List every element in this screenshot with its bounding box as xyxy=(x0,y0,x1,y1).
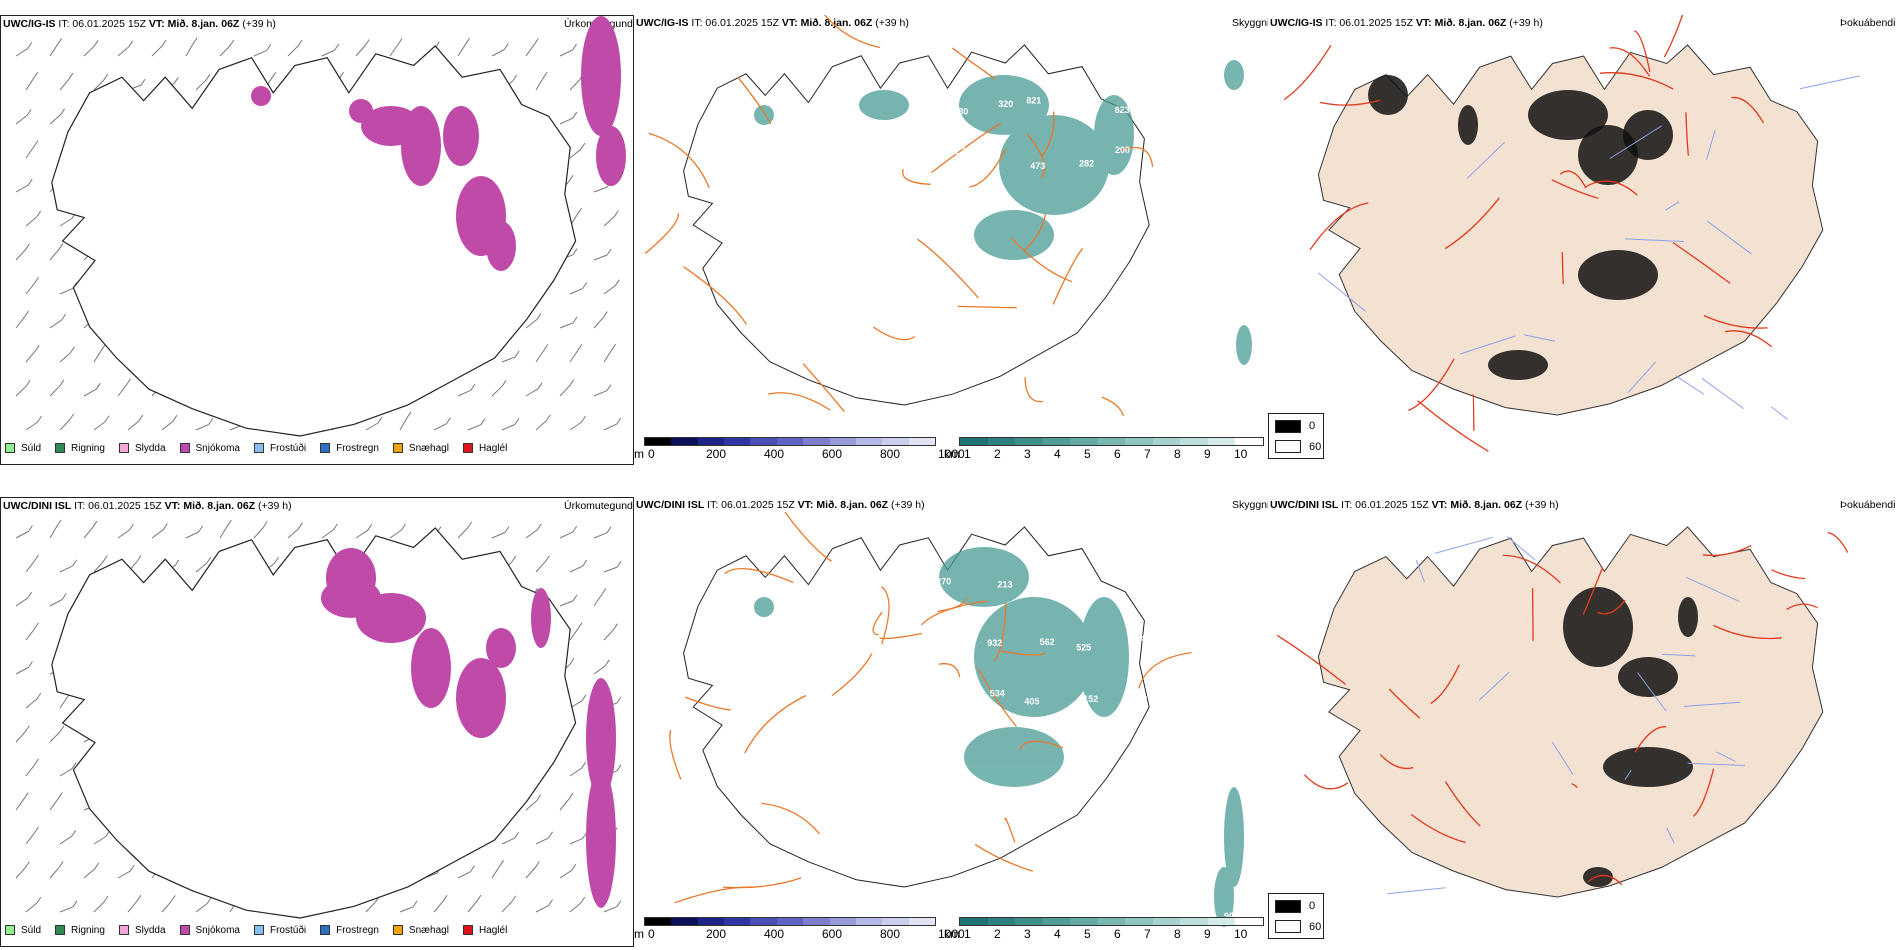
vis-tick: 2 xyxy=(994,447,1001,461)
vis-tick: 1 xyxy=(964,927,971,941)
terrain-label: 823 xyxy=(1115,105,1130,115)
height-colorbar-row2: m 0 200 400 600 800 1000 xyxy=(634,917,965,947)
terrain-label: 152 xyxy=(1083,694,1098,704)
height-tick: 200 xyxy=(706,447,727,461)
fog-legend-row2: 0 60 xyxy=(1268,893,1324,939)
height-tick: 200 xyxy=(706,927,727,941)
vis-tick: 7 xyxy=(1144,927,1151,941)
vis-tick: 3 xyxy=(1024,447,1031,461)
terrain-label: 588 xyxy=(1071,106,1086,116)
vis-tick: 10 xyxy=(1234,447,1248,461)
terrain-label: 352 xyxy=(1127,584,1142,594)
vis-tick: 2 xyxy=(994,927,1001,941)
terrain-label: 534 xyxy=(990,689,1005,699)
vis-tick: 1 xyxy=(964,447,971,461)
height-bar xyxy=(644,437,936,446)
terrain-label: 405 xyxy=(1024,696,1039,706)
terrain-label: 318 xyxy=(937,199,952,209)
terrain-label: 331 xyxy=(937,736,952,746)
visibility-panel-row1: UWC/IG-IS IT: 06.01.2025 15Z VT: Mið. 8.… xyxy=(634,15,1268,465)
terrain-label: 562 xyxy=(1040,637,1055,647)
terrain-label: 200 xyxy=(1115,145,1130,155)
vis-tick: 5 xyxy=(1084,927,1091,941)
visibility-panel-row2: UWC/DINI ISL IT: 06.01.2025 15Z VT: Mið.… xyxy=(634,497,1268,947)
panel-title: Úrkomutegund xyxy=(564,500,633,512)
terrain-label: 473 xyxy=(1030,161,1045,171)
height-tick: 0 xyxy=(648,927,655,941)
height-tick: 800 xyxy=(880,927,901,941)
vis-tick: 4 xyxy=(1054,927,1061,941)
fog-panel-row1: UWC/IG-IS IT: 06.01.2025 15Z VT: Mið. 8.… xyxy=(1268,15,1900,465)
terrain-label: 320 xyxy=(998,99,1013,109)
vis-bar xyxy=(959,917,1264,926)
vis-tick: 3 xyxy=(1024,927,1031,941)
panel-header: UWC/IG-IS IT: 06.01.2025 15Z VT: Mið. 8.… xyxy=(636,17,909,29)
panel-header: UWC/DINI ISL IT: 06.01.2025 15Z VT: Mið.… xyxy=(1270,499,1559,511)
fog-map xyxy=(1283,15,1860,452)
vis-bar xyxy=(959,437,1264,446)
panel-title: Skyggni xyxy=(1232,17,1268,29)
height-tick: 1000 xyxy=(938,447,965,461)
terrain-label: 167 xyxy=(1132,695,1147,705)
terrain-label: 522 xyxy=(950,146,965,156)
vis-tick: 5 xyxy=(1084,447,1091,461)
terrain-label: 282 xyxy=(1079,159,1094,169)
vis-tick: 8 xyxy=(1174,447,1181,461)
height-tick: 600 xyxy=(822,927,843,941)
panel-header: UWC/IG-IS IT: 06.01.2025 15Z VT: Mið. 8.… xyxy=(1270,17,1543,29)
height-bar xyxy=(644,917,936,926)
precip-map xyxy=(15,519,622,919)
panel-title: Þokuábendi xyxy=(1840,17,1896,29)
vis-tick: 4 xyxy=(1054,447,1061,461)
vis-tick: 8 xyxy=(1174,927,1181,941)
fog-panel-row2: UWC/DINI ISL IT: 06.01.2025 15Z VT: Mið.… xyxy=(1268,497,1900,947)
terrain-label: 558 xyxy=(1132,634,1147,644)
height-tick: 400 xyxy=(764,927,785,941)
visibility-map: 180 320 821 588 823 522 150 473 282 200 318 xyxy=(644,15,1252,417)
precip-map xyxy=(15,16,626,437)
panel-title: Skyggni xyxy=(1232,499,1268,511)
vis-tick: 6 xyxy=(1114,927,1121,941)
terrain-label: 966 xyxy=(1074,571,1089,581)
precip-panel-row2: UWC/DINI ISL IT: 06.01.2025 15Z VT: Mið.… xyxy=(0,497,634,947)
panel-title: Þokuábendi xyxy=(1840,499,1896,511)
precip-legend: Súld Rigning Slydda Snjókoma Frostúði Fr… xyxy=(5,920,521,940)
height-colorbar-row1: m 0 200 400 600 800 1000 xyxy=(634,437,965,467)
height-tick: 400 xyxy=(764,447,785,461)
terrain-label: 525 xyxy=(1076,643,1091,653)
terrain-label: 932 xyxy=(987,638,1002,648)
terrain-label: 213 xyxy=(998,580,1013,590)
vis-tick: 7 xyxy=(1144,447,1151,461)
terrain-label: 180 xyxy=(953,106,968,116)
fog-map xyxy=(1276,526,1849,898)
terrain-label: 380 xyxy=(948,690,963,700)
precip-panel-row1: UWC/IG-IS IT: 06.01.2025 15Z VT: Mið. 8.… xyxy=(0,15,634,465)
terrain-label: 270 xyxy=(936,576,951,586)
vis-tick: 10 xyxy=(1234,927,1248,941)
height-tick: 0 xyxy=(648,447,655,461)
height-tick: 600 xyxy=(822,447,843,461)
panel-header: UWC/DINI ISL IT: 06.01.2025 15Z VT: Mið.… xyxy=(3,500,292,512)
height-tick: 1000 xyxy=(938,927,965,941)
terrain-label: 150 xyxy=(986,146,1001,156)
terrain-label: 821 xyxy=(1026,96,1041,106)
visibility-colorbar-row2: km 1 2 3 4 5 6 7 8 9 10 xyxy=(944,917,1264,947)
vis-tick: 9 xyxy=(1204,927,1211,941)
vis-tick: 6 xyxy=(1114,447,1121,461)
panel-header: UWC/IG-IS IT: 06.01.2025 15Z VT: Mið. 8.… xyxy=(3,18,276,30)
height-tick: 800 xyxy=(880,447,901,461)
terrain-label: 411 xyxy=(936,640,951,650)
visibility-colorbar-row1: km 1 2 3 4 5 6 7 8 9 10 xyxy=(944,437,1264,467)
visibility-label: 901 xyxy=(1224,911,1239,921)
terrain-label: 886 xyxy=(1031,585,1046,595)
fog-legend-row1: 0 60 xyxy=(1268,413,1324,459)
visibility-map: 270 213 886 966 352 411 932 562 525 558 380 534 405 1… xyxy=(669,511,1244,927)
panel-header: UWC/DINI ISL IT: 06.01.2025 15Z VT: Mið.… xyxy=(636,499,925,511)
precip-legend: Súld Rigning Slydda Snjókoma Frostúði Fr… xyxy=(5,438,521,458)
vis-tick: 9 xyxy=(1204,447,1211,461)
